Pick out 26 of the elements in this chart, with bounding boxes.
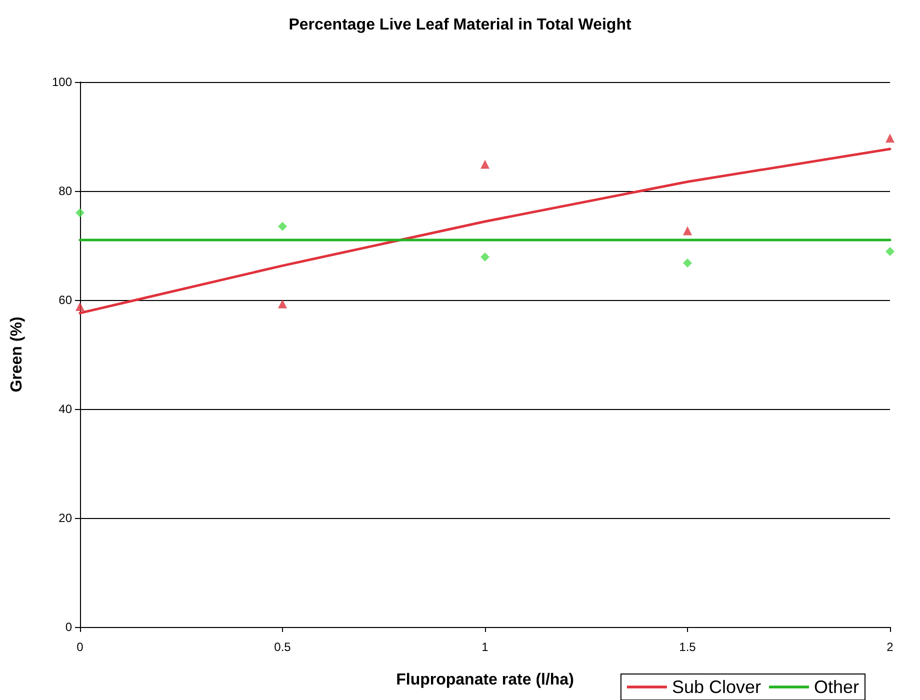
legend-label: Sub Clover bbox=[672, 677, 761, 697]
y-tick-label: 20 bbox=[58, 511, 72, 525]
y-tick-label: 100 bbox=[52, 75, 72, 89]
point bbox=[683, 226, 692, 236]
x-tick-label: 1 bbox=[482, 640, 489, 654]
point bbox=[480, 252, 490, 262]
y-axis-title: Green (%) bbox=[8, 316, 26, 392]
y-tick-label: 80 bbox=[58, 184, 72, 198]
legend-label: Other bbox=[814, 677, 860, 697]
line-series bbox=[78, 148, 892, 314]
point bbox=[76, 208, 84, 218]
y-tick-label: 0 bbox=[65, 620, 72, 634]
point bbox=[278, 222, 287, 231]
x-axis-title: Flupropanate rate (l/ha) bbox=[396, 672, 574, 688]
point bbox=[886, 134, 894, 143]
x-tick-label: 1.5 bbox=[679, 640, 696, 654]
point bbox=[278, 299, 287, 308]
x-tick-label: 2 bbox=[886, 640, 894, 654]
point bbox=[886, 246, 894, 256]
point bbox=[480, 160, 490, 169]
x-tick-label: 0 bbox=[76, 640, 84, 654]
y-tick-label: 40 bbox=[58, 402, 72, 416]
point bbox=[683, 258, 692, 268]
x-tick-label: 0.5 bbox=[274, 640, 292, 654]
chart-title: Percentage Live Leaf Material in Total Weight bbox=[288, 16, 632, 34]
y-tick-label: 60 bbox=[58, 293, 72, 307]
